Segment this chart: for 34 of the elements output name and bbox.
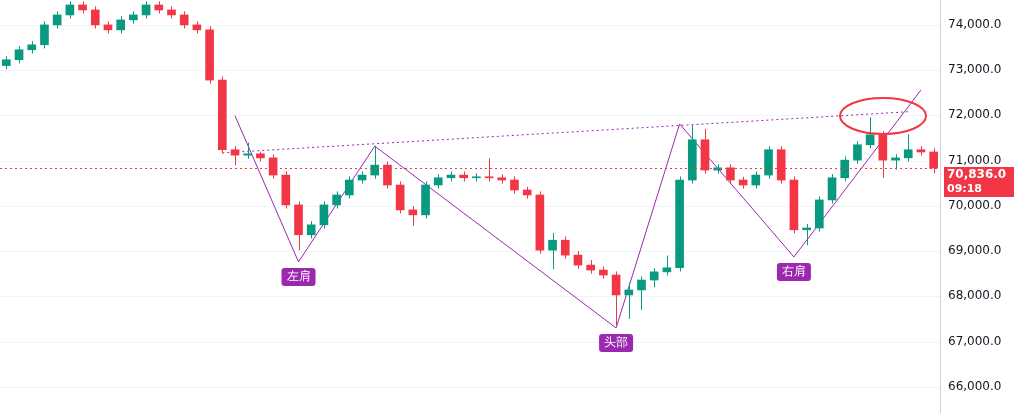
candlestick (853, 140, 862, 165)
candlestick (421, 180, 430, 219)
candlestick (40, 20, 49, 49)
annotation: 头部 (604, 335, 629, 350)
candlestick (814, 195, 824, 233)
y-tick-label: 70,000.0 (948, 197, 1002, 212)
text: 09:18 (947, 181, 983, 195)
candlestick (903, 133, 913, 162)
y-tick-label: 72,000.0 (948, 107, 1002, 122)
candlestick (294, 200, 303, 251)
y-tick-label: 74,000.0 (948, 17, 1002, 31)
candlestick (27, 40, 37, 54)
y-tick-label: 71,000.0 (948, 152, 1002, 167)
candlestick (433, 173, 443, 190)
y-tick-label: 68,000.0 (948, 288, 1002, 303)
y-tick-label: 67,000.0 (948, 333, 1002, 348)
candlestick (306, 220, 316, 239)
candlestick (764, 145, 773, 180)
candlestick (2, 55, 11, 70)
candlestick (205, 25, 214, 85)
candlestick (217, 75, 227, 154)
annotation: 左肩 (286, 269, 311, 284)
candlestick (687, 124, 697, 185)
ref-line-label: 70,836.0 (947, 167, 1007, 182)
y-tick-label: 66,000.0 (948, 378, 1002, 393)
candlestick (497, 173, 507, 185)
candlestick (281, 170, 291, 210)
candlestick (243, 141, 253, 160)
y-tick-label: 69,000.0 (948, 243, 1002, 258)
y-tick-label: 73,000.0 (948, 62, 1002, 77)
candlestick (472, 172, 481, 182)
candlestick (256, 151, 265, 162)
candlestick (675, 175, 684, 272)
annotation: 右肩 (781, 264, 806, 279)
